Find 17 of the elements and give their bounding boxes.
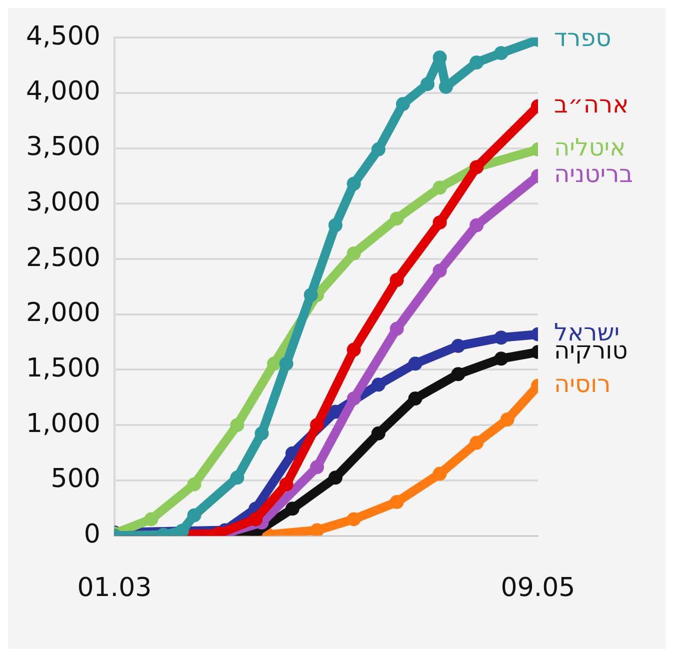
y-tick-label: 1,000 [26,408,100,439]
y-tick-label: 500 [50,464,100,494]
series-label: רוסיה [554,370,611,398]
x-tick-label: 09.05 [500,573,576,604]
y-tick-label: 2,500 [26,242,100,273]
y-tick-label: 3,000 [26,187,100,218]
series-label: איטליה [554,134,626,162]
y-tick-label: 4,000 [26,76,100,107]
y-tick-label: 1,500 [26,353,100,384]
series-label: ארה״ב [554,90,629,118]
series-label: ספרד [554,24,612,52]
x-tick-label: 01.03 [77,573,152,604]
y-tick-label: 0 [84,520,100,550]
y-tick-label: 3,500 [26,132,100,162]
y-tick-label: 2,000 [26,298,100,328]
y-tick-label: 4,500 [26,21,100,52]
series-label: בריטניה [554,160,634,188]
